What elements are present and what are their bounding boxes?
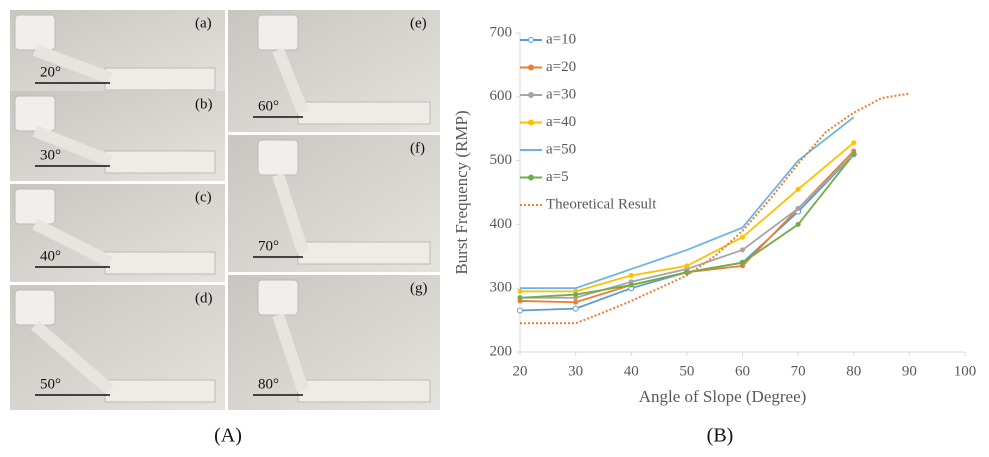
legend-label: a=10 — [546, 31, 576, 47]
device-arm — [272, 173, 309, 254]
point — [628, 282, 634, 288]
y-tick-label: 500 — [490, 152, 513, 168]
legend-marker — [528, 92, 534, 98]
legend-label: a=50 — [546, 141, 576, 157]
legend-marker — [528, 64, 534, 71]
angle-label: 70° — [258, 238, 279, 254]
point — [851, 140, 857, 146]
device-cup — [257, 14, 299, 51]
series-line — [520, 92, 910, 325]
point — [851, 151, 857, 157]
point — [795, 205, 801, 211]
caption: (A) — [214, 425, 242, 447]
y-tick-label: 400 — [490, 216, 513, 232]
line-chart: 200 300 400 500 600 700 20 30 40 50 60 70 80 90 100 Ang… — [452, 24, 976, 405]
device-base — [104, 251, 216, 275]
device-cup — [257, 279, 299, 316]
panel-tag: (c) — [195, 189, 212, 205]
point — [795, 221, 801, 227]
point — [684, 269, 690, 275]
device-base — [297, 241, 431, 265]
device-base — [297, 101, 431, 125]
device-arm — [32, 125, 113, 167]
photo-panel: 20° (a) 30° (b) 40° (c) 50° (d) 60° (e) 70° (f) 80° (… — [10, 10, 440, 410]
panel-tag: (g) — [410, 280, 428, 296]
device-arm — [32, 218, 113, 268]
angle-label: 80° — [258, 376, 279, 392]
device-base — [104, 67, 216, 91]
point — [628, 272, 634, 278]
y-tick-label: 300 — [490, 280, 513, 296]
legend-marker — [528, 119, 534, 126]
point — [684, 263, 690, 269]
x-tick-label: 30 — [568, 363, 583, 379]
point — [795, 186, 801, 192]
legend-label: a=5 — [546, 169, 569, 185]
x-tick-label: 50 — [679, 363, 694, 379]
legend-label: a=40 — [546, 114, 576, 130]
device-arm — [31, 320, 114, 395]
point — [517, 295, 523, 301]
panel-tag: (b) — [195, 96, 213, 112]
panel-tag: (f) — [410, 140, 425, 156]
y-tick-label: 200 — [490, 343, 513, 359]
device-base — [104, 150, 216, 174]
legend-label: a=30 — [546, 86, 576, 102]
point — [517, 307, 523, 314]
angle-label: 60° — [258, 98, 279, 114]
point — [572, 305, 579, 312]
device-cup — [14, 95, 56, 132]
caption: (B) — [707, 425, 734, 447]
device-cup — [14, 289, 56, 326]
angle-label: 50° — [40, 376, 61, 392]
panel-tag: (d) — [195, 290, 213, 306]
device-cup — [14, 188, 56, 225]
point — [740, 247, 745, 253]
device-cup — [257, 139, 299, 176]
angle-label: 20° — [40, 64, 61, 80]
series-line — [519, 150, 855, 304]
device-base — [104, 379, 216, 403]
point — [740, 260, 745, 266]
x-tick-label: 40 — [624, 363, 639, 379]
device-arm — [272, 313, 309, 392]
legend-label: a=20 — [546, 59, 576, 75]
series-line — [520, 116, 855, 290]
device-arm — [32, 44, 113, 84]
series-line — [519, 153, 855, 312]
x-tick-label: 100 — [954, 363, 977, 379]
point — [573, 299, 579, 305]
panel-tag: (a) — [195, 15, 212, 31]
angle-label: 40° — [40, 248, 61, 264]
x-tick-label: 60 — [735, 363, 750, 379]
point — [517, 288, 523, 294]
point — [573, 292, 579, 298]
x-tick-label: 20 — [513, 363, 528, 379]
point — [740, 234, 745, 240]
device-arm — [272, 47, 309, 115]
legend-label: Theoretical Result — [546, 196, 657, 212]
legend-marker — [528, 37, 534, 43]
x-axis-label: Angle of Slope (Degree) — [639, 387, 807, 406]
x-tick-label: 70 — [791, 363, 806, 379]
angle-label: 30° — [40, 147, 61, 163]
x-tick-label: 80 — [846, 363, 861, 379]
legend-marker — [528, 174, 534, 181]
panel-tag: (e) — [410, 15, 427, 31]
y-tick-label: 600 — [490, 88, 513, 104]
y-tick-label: 700 — [490, 24, 513, 40]
x-tick-label: 90 — [902, 363, 917, 379]
device-cup — [14, 14, 56, 51]
y-axis-label: Burst Frequency (RMP) — [452, 110, 471, 274]
device-base — [297, 379, 431, 403]
